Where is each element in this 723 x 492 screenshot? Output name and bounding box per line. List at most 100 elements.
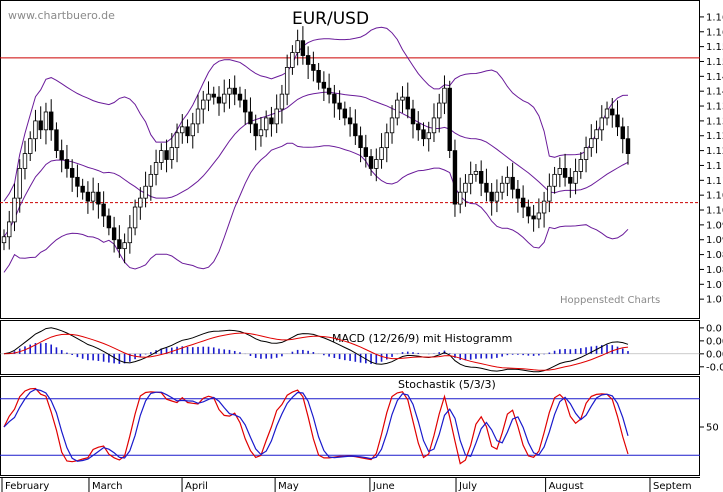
- price-tick-label: 1.150: [706, 57, 723, 68]
- price-tick-label: 1.070: [706, 295, 723, 306]
- candle-body-up: [505, 176, 510, 184]
- price-tick-label: 1.130: [706, 116, 723, 127]
- bollinger-lower-band: [3, 142, 629, 273]
- candle-body-down: [311, 64, 316, 71]
- candle-body-down: [111, 227, 117, 241]
- stochastic-indicator: [0, 387, 700, 465]
- candle-body-down: [353, 123, 358, 137]
- candle-body-up: [159, 150, 164, 163]
- candle-body-up: [384, 132, 389, 149]
- month-label: August: [549, 481, 584, 492]
- price-tick-label: 1.100: [706, 206, 723, 217]
- macd-indicator: [0, 327, 700, 373]
- candle-body-down: [117, 239, 122, 250]
- candle-body-up: [174, 132, 180, 149]
- price-tick-label: 1.105: [706, 191, 723, 202]
- candle-body-down: [332, 93, 337, 104]
- candle-body-up: [389, 117, 395, 134]
- candle-body-up: [222, 93, 227, 104]
- candle-body-up: [589, 138, 594, 149]
- candle-body-down: [615, 114, 620, 128]
- candle-body-down: [363, 147, 369, 157]
- candle-body-down: [164, 150, 169, 160]
- macd-line: [3, 327, 629, 373]
- candle-body-up: [295, 40, 300, 53]
- candle-body-up: [258, 129, 264, 137]
- candle-body-up: [148, 173, 154, 187]
- candle-body-down: [248, 111, 253, 125]
- candle-body-up: [138, 197, 143, 208]
- price-tick-label: 1.080: [706, 265, 723, 276]
- candle-body-down: [96, 191, 101, 205]
- macd-axis-ticks: 0.010 0.005 0.000 -0.005: [700, 323, 723, 373]
- candle-body-up: [290, 52, 295, 68]
- candle-body-up: [169, 147, 174, 160]
- candle-body-down: [75, 176, 80, 187]
- stoch-title: Stochastik (5/3/3): [398, 378, 496, 391]
- candle-body-down: [216, 96, 222, 104]
- chart-title: EUR/USD: [292, 9, 369, 29]
- candle-body-down: [300, 40, 306, 56]
- panel-frames: [0, 0, 700, 478]
- candle-body-down: [253, 123, 258, 137]
- candlesticks: [1, 26, 631, 264]
- candle-body-down: [368, 156, 374, 169]
- price-axis-ticks: 1.070 1.075 1.080 1.085 1.090 1.095 1.100 1.105…: [700, 12, 723, 306]
- candle-body-up: [400, 96, 405, 101]
- candle-body-up: [463, 182, 468, 193]
- candle-body-down: [69, 168, 75, 178]
- candle-body-down: [59, 150, 64, 160]
- candle-body-down: [489, 191, 494, 202]
- candle-body-up: [7, 221, 12, 238]
- month-label: Septem: [653, 481, 692, 492]
- macd-signal-line: [3, 332, 629, 371]
- price-tick-label: 1.125: [706, 131, 723, 142]
- price-tick-label: 1.095: [706, 220, 723, 231]
- candle-body-down: [452, 150, 458, 205]
- stoch-k-line: [3, 387, 629, 465]
- month-axis: February March April May June July August Septe…: [1, 477, 692, 492]
- candle-body-up: [201, 99, 206, 110]
- stoch-panel-frame: [0, 376, 700, 476]
- candle-body-up: [263, 117, 269, 131]
- price-tick-label: 1.135: [706, 102, 723, 113]
- candle-body-up: [132, 206, 138, 229]
- candle-body-down: [337, 102, 342, 110]
- price-panel-frame: [0, 0, 700, 319]
- month-label: March: [92, 481, 122, 492]
- candle-body-down: [484, 182, 489, 193]
- price-tick-label: 1.160: [706, 27, 723, 38]
- candle-body-down: [106, 215, 112, 229]
- macd-tick-label: 0.000: [706, 349, 723, 360]
- horizontal-levels: [0, 57, 700, 204]
- candle-body-down: [305, 55, 311, 65]
- candle-body-up: [190, 123, 195, 137]
- candle-body-up: [284, 67, 290, 95]
- candle-body-up: [279, 93, 285, 110]
- macd-tick-label: 0.010: [706, 323, 723, 334]
- candle-body-down: [568, 176, 573, 184]
- candle-body-up: [1, 236, 7, 244]
- candle-body-up: [604, 108, 610, 119]
- candle-body-up: [599, 117, 604, 131]
- candle-body-down: [321, 81, 327, 89]
- macd-tick-label: 0.005: [706, 336, 723, 347]
- candle-body-up: [12, 197, 17, 223]
- candle-body-down: [211, 93, 216, 98]
- price-tick-label: 1.120: [706, 146, 723, 157]
- candle-body-down: [38, 120, 43, 131]
- candle-body-down: [510, 176, 515, 190]
- price-tick-label: 1.110: [706, 176, 723, 187]
- candle-body-down: [416, 123, 421, 131]
- month-label: May: [278, 481, 299, 492]
- candle-body-down: [342, 108, 348, 119]
- candle-body-down: [531, 215, 536, 220]
- candle-body-down: [48, 111, 54, 131]
- candle-body-down: [185, 126, 190, 137]
- candle-body-down: [520, 197, 526, 208]
- price-tick-label: 1.155: [706, 42, 723, 53]
- bollinger-upper-band: [3, 26, 629, 202]
- bollinger-middle-band: [3, 91, 629, 238]
- candle-body-up: [437, 102, 442, 119]
